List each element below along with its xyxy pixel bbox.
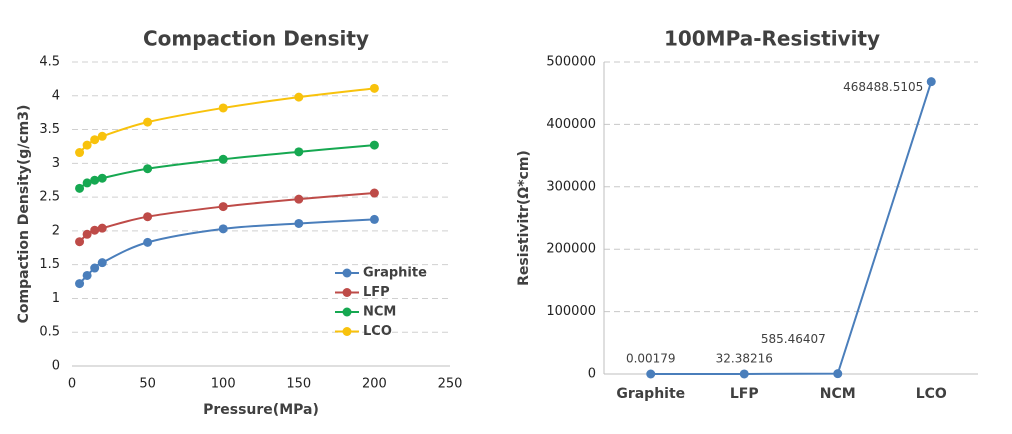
data-point bbox=[90, 175, 100, 185]
y-tick-label: 500000 bbox=[546, 55, 596, 70]
y-tick-label: 0 bbox=[588, 367, 596, 382]
x-tick-label: 100 bbox=[211, 377, 236, 392]
x-tick-label: Graphite bbox=[616, 386, 685, 402]
data-label: 585.46407 bbox=[761, 332, 826, 346]
data-point bbox=[90, 225, 100, 235]
data-point bbox=[143, 164, 153, 174]
data-point bbox=[218, 103, 228, 113]
y-axis-label: Resistivitr(Ω*cm) bbox=[516, 150, 532, 286]
data-label: 468488.5105 bbox=[843, 80, 923, 94]
data-point bbox=[739, 369, 749, 379]
legend-marker bbox=[342, 268, 352, 278]
x-tick-label: 150 bbox=[286, 377, 311, 392]
data-point bbox=[646, 369, 656, 379]
data-point bbox=[218, 154, 228, 164]
data-point bbox=[75, 237, 85, 247]
x-tick-label: 250 bbox=[438, 377, 463, 392]
data-point bbox=[369, 140, 379, 150]
x-tick-label: LCO bbox=[916, 386, 947, 402]
data-point bbox=[90, 135, 100, 145]
series-line bbox=[78, 144, 375, 190]
legend-marker bbox=[342, 288, 352, 297]
data-point bbox=[75, 279, 85, 289]
y-tick-label: 0 bbox=[52, 359, 60, 374]
y-tick-label: 400000 bbox=[546, 117, 596, 132]
x-tick-label: 50 bbox=[139, 377, 156, 392]
data-point bbox=[369, 188, 379, 198]
data-point bbox=[97, 258, 107, 268]
y-tick-label: 2 bbox=[52, 223, 60, 238]
y-tick-label: 2.5 bbox=[39, 190, 60, 205]
y-tick-label: 4 bbox=[52, 88, 60, 103]
data-point bbox=[82, 229, 92, 239]
series-line bbox=[78, 192, 375, 243]
series-line bbox=[78, 87, 375, 154]
data-point bbox=[75, 183, 85, 193]
y-tick-label: 4.5 bbox=[39, 55, 60, 70]
legend-label: LFP bbox=[363, 285, 390, 300]
legend-label: LCO bbox=[363, 324, 392, 339]
data-point bbox=[294, 92, 304, 102]
data-point bbox=[218, 224, 228, 234]
chart-title: Compaction Density bbox=[143, 27, 369, 51]
x-tick-label: NCM bbox=[820, 386, 856, 402]
x-tick-label: LFP bbox=[730, 386, 759, 402]
data-point bbox=[294, 218, 304, 228]
data-label: 0.00179 bbox=[626, 352, 676, 366]
y-axis-label: Compaction Density(g/cm3) bbox=[16, 105, 32, 324]
data-point bbox=[369, 83, 379, 93]
data-point bbox=[369, 214, 379, 224]
data-point bbox=[143, 237, 153, 247]
data-point bbox=[82, 140, 92, 150]
series-line bbox=[650, 81, 933, 375]
data-point bbox=[82, 270, 92, 280]
data-point bbox=[926, 77, 936, 87]
y-tick-label: 0.5 bbox=[39, 325, 60, 340]
legend-label: NCM bbox=[363, 305, 396, 320]
legend-marker bbox=[342, 307, 352, 317]
y-tick-label: 3 bbox=[52, 156, 60, 171]
data-point bbox=[97, 173, 107, 183]
y-tick-label: 1.5 bbox=[39, 257, 60, 272]
legend-label: Graphite bbox=[363, 266, 427, 281]
data-point bbox=[90, 263, 100, 273]
data-point bbox=[82, 178, 92, 188]
data-point bbox=[294, 147, 304, 157]
chart-title: 100MPa-Resistivity bbox=[664, 27, 880, 51]
x-tick-label: 0 bbox=[68, 377, 76, 392]
data-point bbox=[97, 131, 107, 141]
data-point bbox=[143, 212, 153, 222]
data-point bbox=[97, 223, 107, 233]
data-point bbox=[143, 117, 153, 127]
y-tick-label: 200000 bbox=[546, 242, 596, 257]
legend-marker bbox=[342, 327, 352, 336]
data-label: 32.38216 bbox=[716, 351, 773, 365]
y-tick-label: 1 bbox=[52, 291, 60, 306]
data-point bbox=[294, 194, 304, 204]
x-axis-label: Pressure(MPa) bbox=[203, 402, 319, 418]
y-tick-label: 300000 bbox=[546, 179, 596, 194]
y-tick-label: 100000 bbox=[546, 304, 596, 319]
y-tick-label: 3.5 bbox=[39, 122, 60, 137]
data-point bbox=[75, 148, 85, 158]
x-tick-label: 200 bbox=[362, 377, 387, 392]
data-point bbox=[833, 369, 843, 379]
data-point bbox=[218, 202, 228, 212]
